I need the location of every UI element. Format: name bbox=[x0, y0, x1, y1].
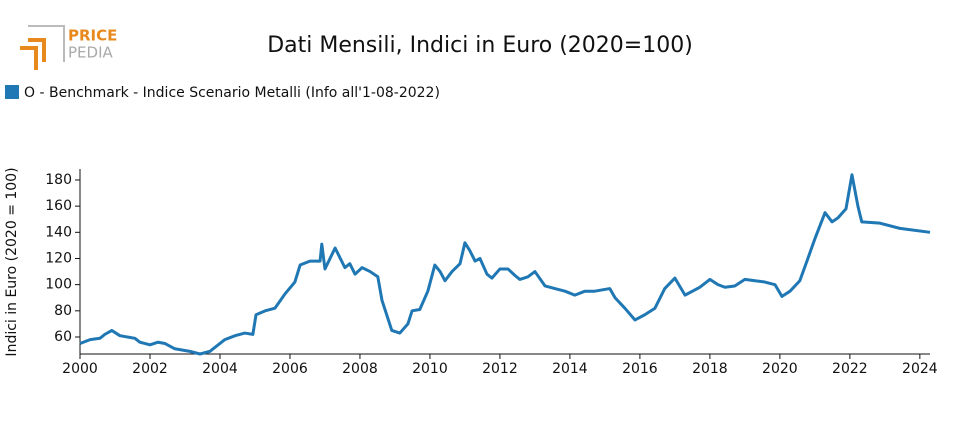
y-tick-label: 60 bbox=[54, 329, 72, 345]
x-tick-label: 2004 bbox=[202, 361, 238, 377]
x-tick-label: 2010 bbox=[412, 361, 448, 377]
x-tick-label: 2002 bbox=[132, 361, 168, 377]
x-tick-label: 2020 bbox=[762, 361, 798, 377]
x-tick-label: 2018 bbox=[692, 361, 728, 377]
y-axis-label: Indici in Euro (2020 = 100) bbox=[4, 167, 20, 356]
y-tick-label: 80 bbox=[54, 303, 72, 319]
data-line bbox=[79, 173, 931, 356]
x-tick-label: 2008 bbox=[342, 361, 378, 377]
logo-bottom: PEDIA bbox=[68, 44, 113, 62]
y-tick-label: 160 bbox=[45, 198, 72, 214]
x-tick-label: 2012 bbox=[482, 361, 518, 377]
x-tick-label: 2006 bbox=[272, 361, 308, 377]
y-tick-label: 140 bbox=[45, 224, 72, 240]
x-tick-label: 2024 bbox=[902, 361, 938, 377]
y-tick-label: 100 bbox=[45, 277, 72, 293]
legend-swatch bbox=[5, 85, 19, 99]
x-tick-label: 2000 bbox=[62, 361, 98, 377]
y-tick-label: 180 bbox=[45, 172, 72, 188]
x-tick-label: 2014 bbox=[552, 361, 588, 377]
logo-top: PRICE bbox=[68, 27, 117, 45]
x-tick-label: 2016 bbox=[622, 361, 658, 377]
chart-title: Dati Mensili, Indici in Euro (2020=100) bbox=[267, 33, 693, 58]
logo: PRICE PEDIA bbox=[20, 25, 117, 70]
legend-label: O - Benchmark - Indice Scenario Metalli … bbox=[24, 85, 440, 101]
x-tick-label: 2022 bbox=[832, 361, 868, 377]
y-tick-label: 120 bbox=[45, 250, 72, 266]
